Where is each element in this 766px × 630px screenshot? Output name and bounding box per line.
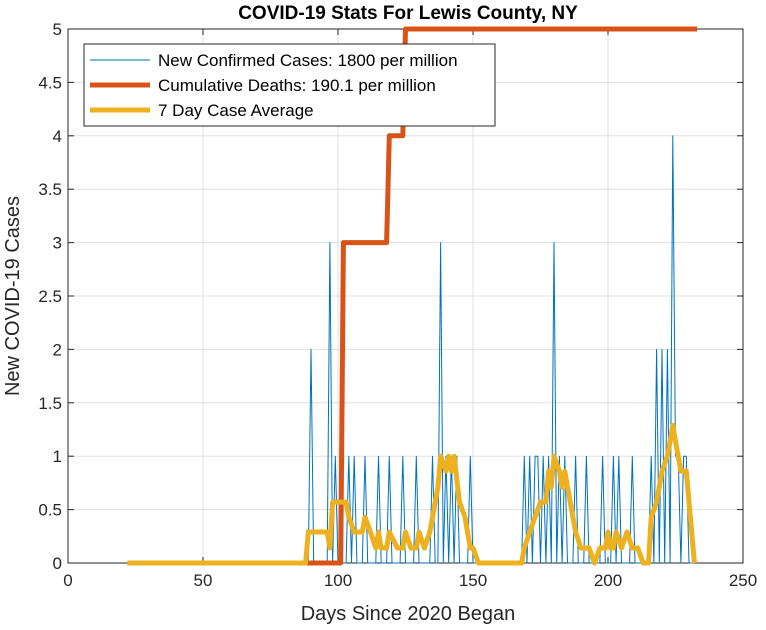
y-tick-label: 0.5 — [38, 501, 62, 520]
y-tick-label: 0 — [53, 554, 62, 573]
x-axis-title: Days Since 2020 Began — [301, 603, 516, 625]
series-7-day-case-average — [127, 422, 697, 566]
x-axis: 0 50 100 150 200 250 — [63, 29, 757, 590]
y-tick-label: 5 — [53, 20, 62, 39]
y-tick-label: 1.5 — [38, 394, 62, 413]
y-tick-label: 2 — [53, 340, 62, 359]
legend-label: Cumulative Deaths: 190.1 per million — [158, 76, 436, 95]
y-tick-label: 3 — [53, 234, 62, 253]
x-tick-label: 0 — [63, 571, 72, 590]
y-axis-title: New COVID-19 Cases — [2, 196, 24, 396]
legend-label: New Confirmed Cases: 1800 per million — [158, 51, 458, 70]
y-axis: 0 0.5 1 1.5 2 2.5 3 3.5 4 4.5 5 — [38, 20, 743, 573]
x-tick-label: 150 — [459, 571, 487, 590]
x-tick-label: 250 — [729, 571, 757, 590]
chart-title: COVID-19 Stats For Lewis County, NY — [238, 3, 578, 24]
x-tick-label: 50 — [194, 571, 213, 590]
legend-label: 7 Day Case Average — [158, 101, 314, 120]
y-tick-label: 4.5 — [38, 73, 62, 92]
legend: New Confirmed Cases: 1800 per million Cum… — [83, 43, 496, 127]
y-tick-label: 1 — [53, 447, 62, 466]
y-tick-label: 3.5 — [38, 180, 62, 199]
x-tick-label: 100 — [324, 571, 352, 590]
x-tick-label: 200 — [594, 571, 622, 590]
y-tick-label: 4 — [53, 127, 62, 146]
y-tick-label: 2.5 — [38, 287, 62, 306]
legend-box — [83, 43, 496, 127]
